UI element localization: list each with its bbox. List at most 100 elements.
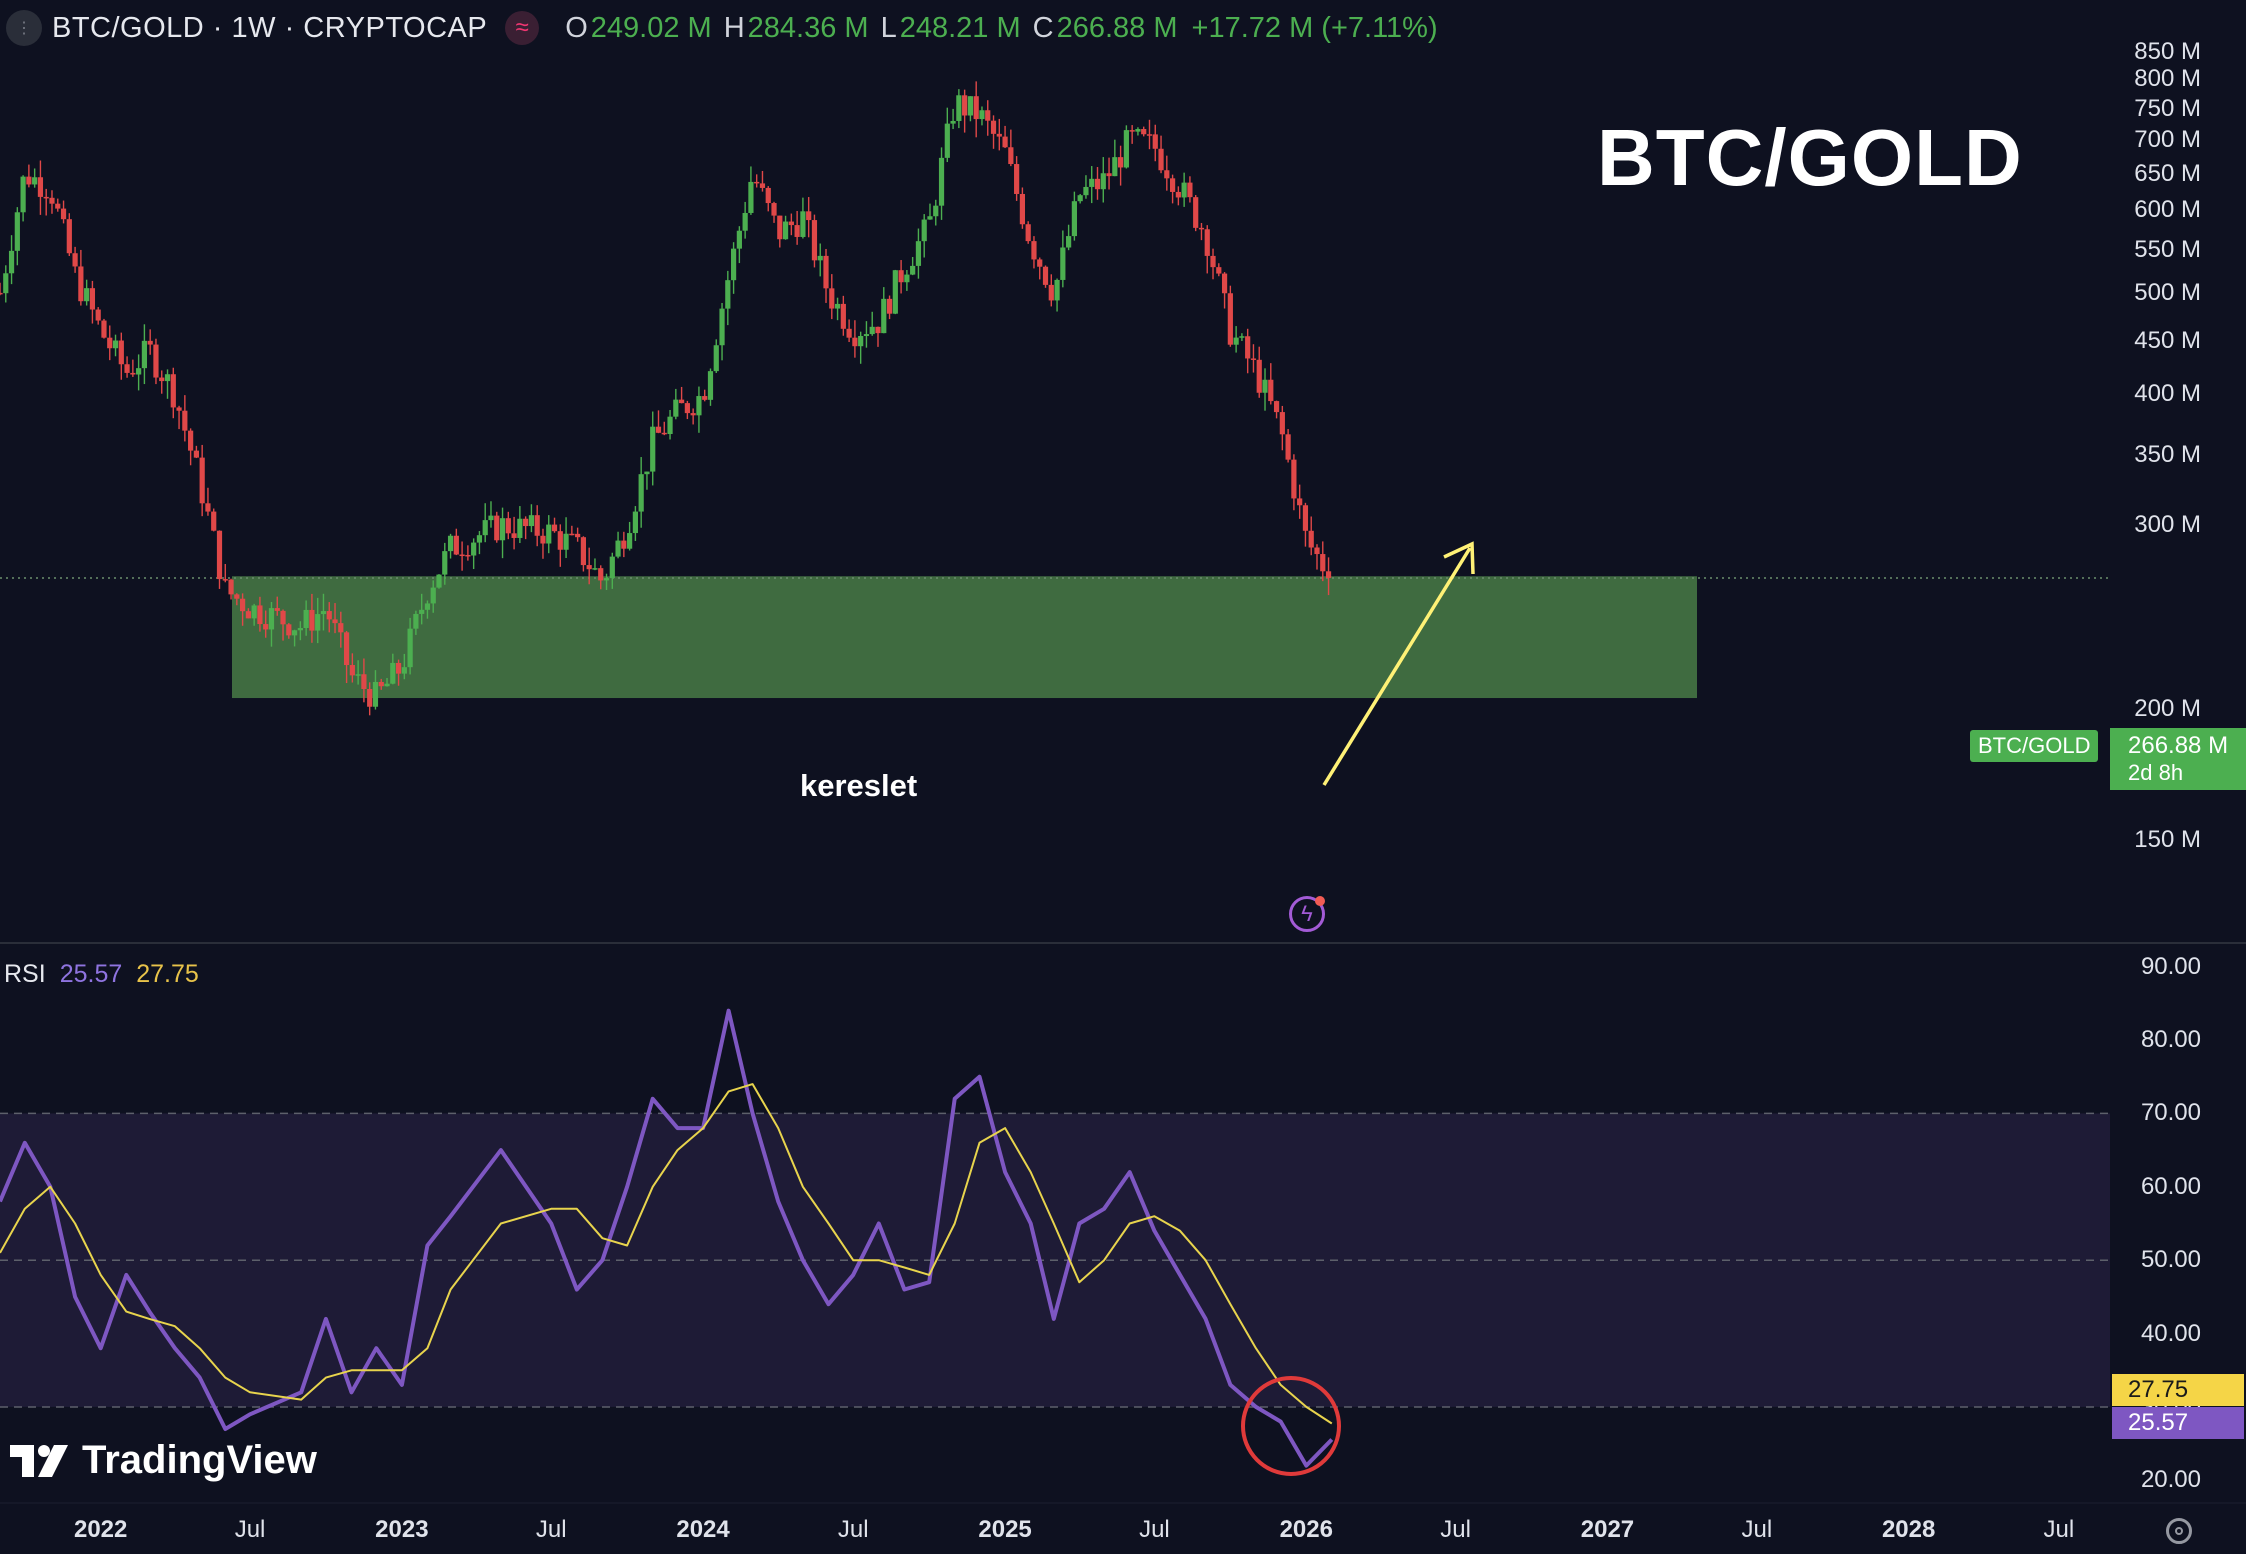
rsi-ma-value: 27.75 <box>136 960 199 988</box>
candle <box>390 653 396 685</box>
candle <box>216 530 223 589</box>
menu-dots-icon[interactable]: ⋮ <box>6 10 42 46</box>
candle <box>742 201 748 239</box>
candle <box>112 334 119 357</box>
candle <box>551 517 558 533</box>
rsi-name[interactable]: RSI <box>4 960 46 988</box>
wave-icon[interactable]: ≈ <box>505 11 540 45</box>
candle <box>1135 127 1141 136</box>
candle <box>1227 285 1233 347</box>
candle <box>141 324 148 385</box>
candle <box>627 521 633 551</box>
candle <box>447 533 454 559</box>
candle <box>765 186 771 212</box>
candle <box>1302 502 1309 547</box>
tradingview-logo[interactable]: TradingView <box>8 1438 317 1483</box>
brand-name: TradingView <box>82 1438 317 1482</box>
candle <box>800 197 806 239</box>
rsi-tick-label: 90.00 <box>2140 952 2201 980</box>
candle <box>603 573 610 591</box>
candle <box>343 630 350 684</box>
candle <box>655 410 662 434</box>
candle <box>1112 139 1118 177</box>
candle <box>367 682 373 716</box>
candle <box>286 623 292 639</box>
candle <box>205 487 211 516</box>
candle <box>66 213 72 257</box>
rsi-tick-label: 60.00 <box>2140 1172 2201 1200</box>
candle <box>690 408 696 425</box>
candle <box>615 531 621 559</box>
price-tick-label: 700 M <box>2134 125 2201 153</box>
candle <box>1083 175 1089 199</box>
candle <box>829 274 835 320</box>
price-tick-label: 450 M <box>2134 326 2201 354</box>
candle <box>881 287 887 334</box>
candle <box>1094 167 1101 200</box>
price-tick-label: 400 M <box>2134 380 2201 408</box>
candle <box>684 400 690 420</box>
candle <box>1048 274 1054 307</box>
price-tick-label: 850 M <box>2134 37 2201 65</box>
candle <box>1169 174 1176 204</box>
candle <box>586 547 592 585</box>
time-tick-label: 2022 <box>73 1516 128 1543</box>
candle <box>650 411 656 486</box>
candle <box>188 428 194 466</box>
price-tick-label: 800 M <box>2134 65 2201 93</box>
candle <box>355 660 361 685</box>
candle <box>124 356 130 378</box>
candle <box>1002 125 1008 149</box>
candle <box>1066 224 1072 251</box>
candle <box>846 319 852 343</box>
candle <box>1268 363 1274 405</box>
candle <box>291 629 298 647</box>
candle <box>505 511 511 540</box>
candle <box>730 242 737 294</box>
time-tick-label: 2027 <box>1580 1516 1635 1543</box>
candle <box>26 164 32 188</box>
time-tick-label: Jul <box>2043 1516 2075 1543</box>
candle <box>211 508 217 532</box>
time-tick-label: 2025 <box>978 1516 1032 1543</box>
candle <box>95 307 101 325</box>
candle <box>280 609 286 641</box>
candle <box>985 100 991 136</box>
candle <box>996 118 1002 151</box>
candle <box>1221 272 1228 309</box>
candle <box>338 611 344 648</box>
rsi-ma-tag: 27.75 <box>2112 1374 2244 1406</box>
price-tick-label: 750 M <box>2134 94 2201 122</box>
candle <box>528 504 535 533</box>
time-tick-label: 2026 <box>1279 1516 1333 1543</box>
candle <box>563 517 569 559</box>
candle <box>72 246 78 273</box>
rsi-tick-label: 50.00 <box>2140 1246 2201 1274</box>
rsi-header: RSI 25.57 27.75 <box>4 960 199 989</box>
price-tick-label: 150 M <box>2134 825 2201 853</box>
candle <box>465 545 471 561</box>
candle <box>147 329 153 355</box>
candle <box>852 320 858 358</box>
candle <box>1279 405 1285 451</box>
candle <box>1077 193 1083 204</box>
candle <box>384 678 390 687</box>
candle <box>736 226 742 264</box>
candle <box>759 170 766 192</box>
lightning-icon[interactable]: ϟ <box>1289 896 1325 932</box>
candle <box>719 302 725 361</box>
candle <box>973 81 979 138</box>
candle <box>546 515 552 554</box>
candle <box>1158 135 1164 174</box>
rsi-oversold-circle <box>1241 1376 1341 1476</box>
symbol-title[interactable]: BTC/GOLD · 1W · CRYPTOCAP <box>52 11 488 44</box>
candle <box>1025 221 1031 244</box>
candle <box>107 325 113 361</box>
candle <box>1325 557 1332 596</box>
candle <box>1129 125 1135 144</box>
time-tick-label: 2023 <box>375 1516 429 1543</box>
candle <box>644 471 650 490</box>
rsi-tick-label: 80.00 <box>2140 1026 2201 1054</box>
settings-gear-icon[interactable] <box>2166 1518 2192 1544</box>
